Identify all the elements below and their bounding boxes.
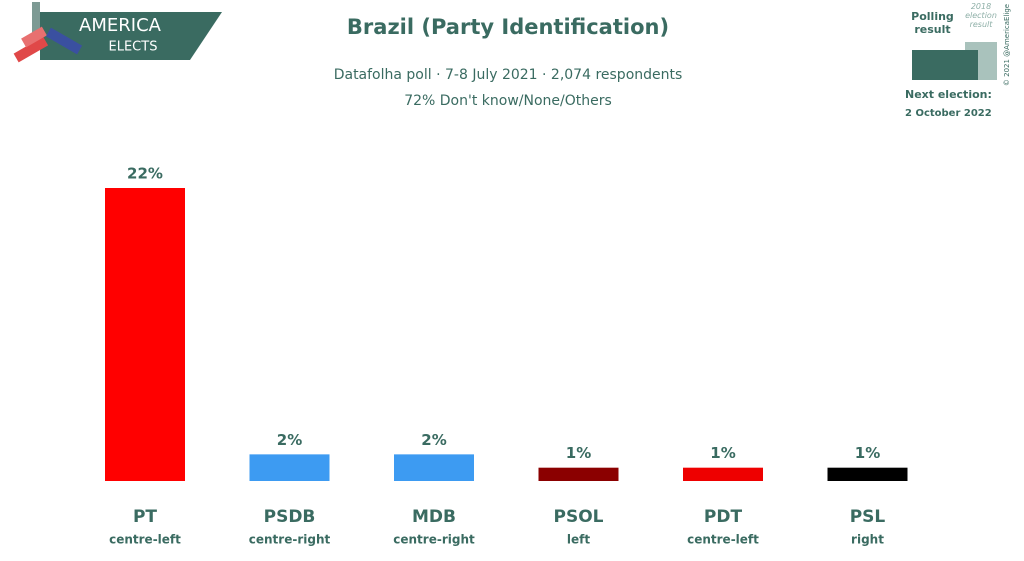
bar [827,467,908,481]
category-label: MDB [412,507,456,527]
value-label: 2% [421,431,446,449]
category-label: PT [133,507,157,527]
category-sublabel: left [567,533,590,547]
value-label: 1% [855,444,880,462]
logo-bottom: ELECTS [109,40,158,55]
note: 72% Don't know/None/Others [404,93,612,109]
category-sublabel: right [851,533,884,547]
category-sublabel: centre-left [109,533,181,547]
category-sublabel: centre-right [393,533,475,547]
bar [105,188,185,481]
value-label: 2% [277,431,302,449]
value-label: 1% [566,444,591,462]
bar [249,454,330,481]
subtitle: Datafolha poll · 7-8 July 2021 · 2,074 r… [334,67,683,83]
value-label: 22% [127,165,163,183]
legend-polling: Polling result [911,10,954,36]
category-label: PSDB [264,507,316,527]
value-label: 1% [710,444,735,462]
category-label: PSOL [554,507,604,527]
logo: AMERICA ELECTS [13,2,222,63]
logo-top: AMERICA [79,15,162,36]
bar [538,467,619,481]
category-label: PDT [704,507,743,527]
chart-title: Brazil (Party Identification) [347,15,669,39]
legend: Polling result 2018 election result Next… [905,2,1011,119]
copyright: © 2021 @AmericaElige [1003,4,1011,86]
legend-previous: 2018 election result [965,2,997,29]
bar [683,467,763,481]
category-label: PSL [850,507,886,527]
category-sublabel: centre-right [249,533,331,547]
next-date: 2 October 2022 [905,108,992,119]
next-label: Next election: [905,88,992,101]
category-sublabel: centre-left [687,533,759,547]
bar [394,454,474,481]
